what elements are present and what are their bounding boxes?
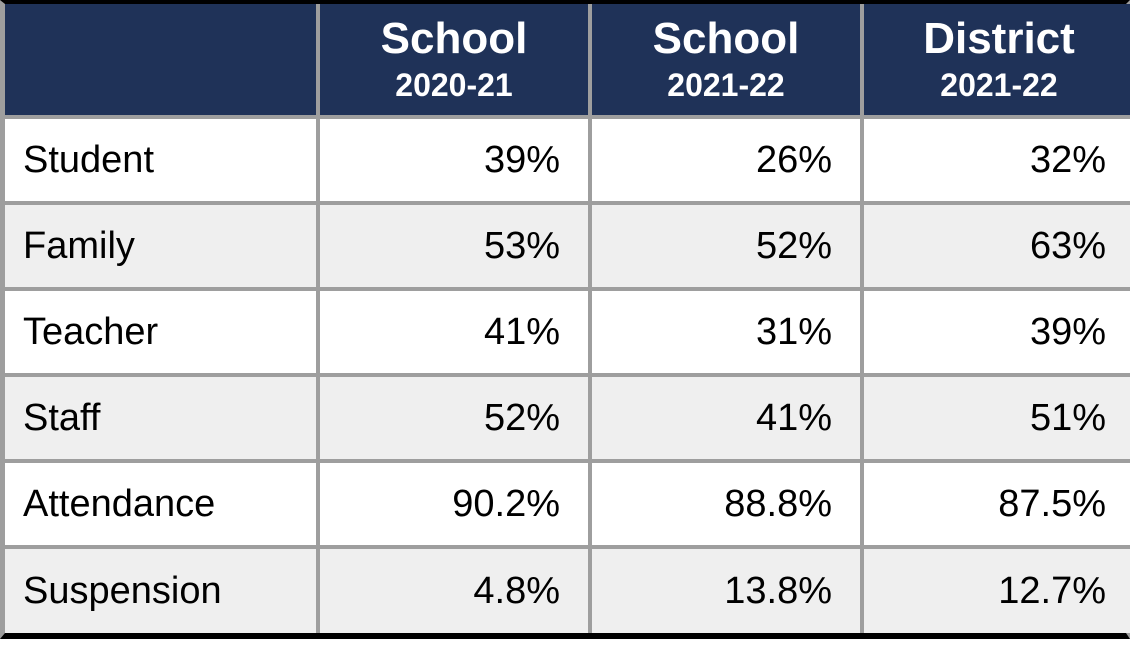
row-label: Attendance — [5, 461, 318, 547]
header-row: School 2020-21 School 2021-22 District 2… — [5, 4, 1130, 117]
cell-value: 51% — [862, 375, 1130, 461]
header-blank — [5, 4, 318, 117]
cell-value: 4.8% — [318, 547, 590, 633]
table-row: Family 53% 52% 63% — [5, 203, 1130, 289]
header-sub: 2021-22 — [872, 67, 1126, 104]
row-label: Family — [5, 203, 318, 289]
cell-value: 39% — [318, 117, 590, 203]
table-row: Attendance 90.2% 88.8% 87.5% — [5, 461, 1130, 547]
cell-value: 90.2% — [318, 461, 590, 547]
cell-value: 52% — [318, 375, 590, 461]
cell-value: 52% — [590, 203, 862, 289]
header-school-2020-21: School 2020-21 — [318, 4, 590, 117]
row-label: Teacher — [5, 289, 318, 375]
table-row: Suspension 4.8% 13.8% 12.7% — [5, 547, 1130, 633]
cell-value: 31% — [590, 289, 862, 375]
cell-value: 63% — [862, 203, 1130, 289]
cell-value: 12.7% — [862, 547, 1130, 633]
header-district-2021-22: District 2021-22 — [862, 4, 1130, 117]
cell-value: 13.8% — [590, 547, 862, 633]
cell-value: 87.5% — [862, 461, 1130, 547]
header-main: School — [328, 14, 580, 65]
cell-value: 88.8% — [590, 461, 862, 547]
row-label: Suspension — [5, 547, 318, 633]
metrics-table: School 2020-21 School 2021-22 District 2… — [5, 4, 1130, 633]
header-main: School — [600, 14, 852, 65]
table-row: Teacher 41% 31% 39% — [5, 289, 1130, 375]
header-sub: 2020-21 — [328, 67, 580, 104]
header-main: District — [872, 14, 1126, 65]
row-label: Student — [5, 117, 318, 203]
header-school-2021-22: School 2021-22 — [590, 4, 862, 117]
cell-value: 41% — [318, 289, 590, 375]
table-row: Staff 52% 41% 51% — [5, 375, 1130, 461]
cell-value: 32% — [862, 117, 1130, 203]
cell-value: 26% — [590, 117, 862, 203]
header-sub: 2021-22 — [600, 67, 852, 104]
row-label: Staff — [5, 375, 318, 461]
cell-value: 41% — [590, 375, 862, 461]
cell-value: 39% — [862, 289, 1130, 375]
metrics-table-container: School 2020-21 School 2021-22 District 2… — [0, 0, 1130, 639]
table-row: Student 39% 26% 32% — [5, 117, 1130, 203]
cell-value: 53% — [318, 203, 590, 289]
